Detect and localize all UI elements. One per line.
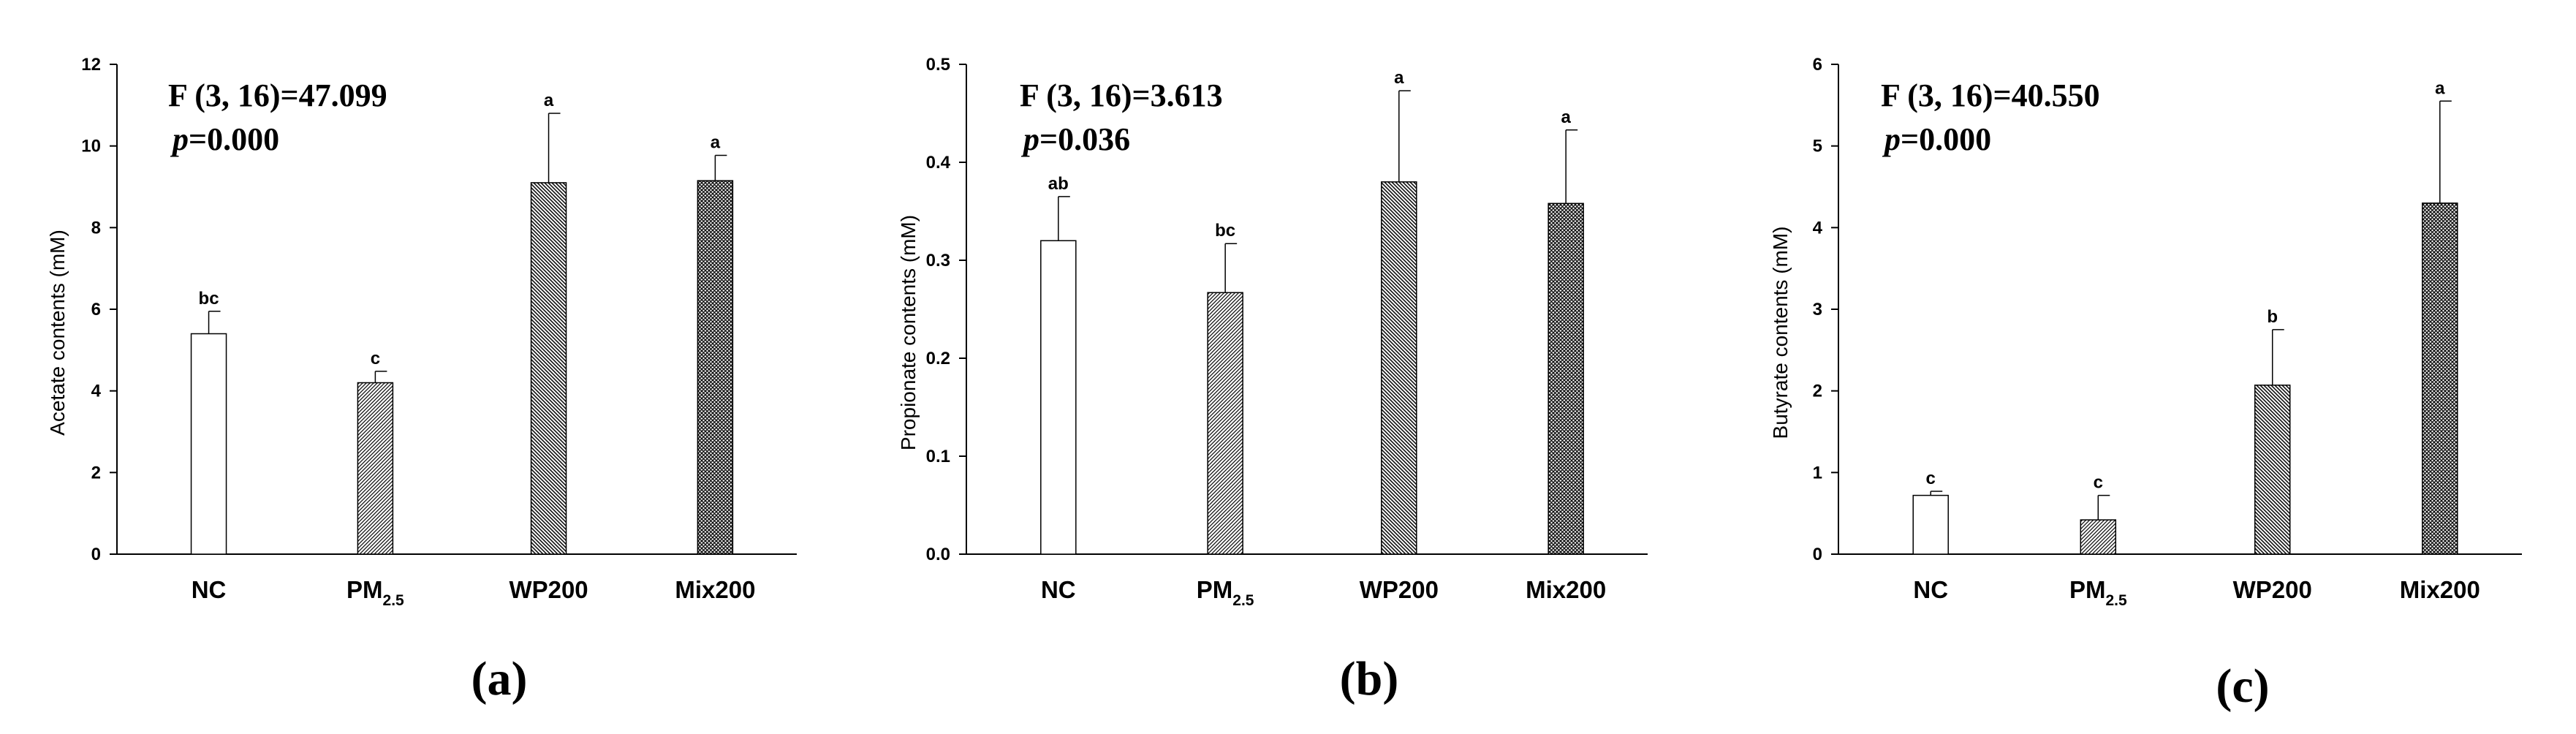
- category-label-b-1: NC: [1041, 576, 1076, 603]
- bar-chart-butyrate: 0 1 2 3 4 5 6 c NC c PM2.5 b WP200 a Mix200: [1813, 55, 2522, 609]
- p-value-b: p=0.036: [1020, 121, 1130, 157]
- panel-label-a: (a): [471, 652, 528, 705]
- y-tick-label-b: 0.1: [926, 447, 950, 466]
- y-tick-label-b: 0.4: [926, 153, 951, 173]
- y-tick-label-a: 2: [91, 463, 101, 483]
- y-tick-label-c: 1: [1813, 463, 1822, 483]
- bar-a-2: [357, 382, 394, 555]
- bar-chart-acetate: 0 2 4 6 8 10 12 bc NC c PM2.5 a WP200 a Mix200: [81, 55, 797, 609]
- y-tick-label-a: 4: [91, 382, 102, 401]
- significance-letter-b-4: a: [1561, 107, 1571, 127]
- panel-label-c: (c): [2216, 659, 2269, 713]
- panel-c: 0 1 2 3 4 5 6 c NC c PM2.5 b WP200 a Mix200 F (3, 16)=…: [1769, 55, 2522, 713]
- stat-line-c: F (3, 16)=40.550: [1881, 77, 2100, 113]
- p-value-c: p=0.000: [1882, 121, 1991, 157]
- y-tick-label-c: 3: [1813, 300, 1822, 319]
- y-tick-label-a: 8: [91, 218, 101, 238]
- p-value-a: p=0.000: [170, 121, 279, 157]
- y-tick-label-b: 0.2: [926, 349, 950, 368]
- bar-b-1: [1040, 240, 1077, 555]
- y-tick-label-a: 10: [81, 137, 101, 156]
- panel-label-b: (b): [1340, 652, 1399, 705]
- category-label-a-1: NC: [192, 576, 227, 603]
- category-label-c-4: Mix200: [2400, 576, 2480, 603]
- y-axis-label-b: Propionate contents (mM): [897, 215, 920, 450]
- bar-a-1: [190, 333, 227, 555]
- p-number-a: =0.000: [189, 121, 279, 157]
- significance-letter-a-4: a: [711, 133, 721, 153]
- category-label-c-3: WP200: [2233, 576, 2312, 603]
- stat-line-a: F (3, 16)=47.099: [168, 77, 387, 113]
- category-label-a-2: PM2.5: [346, 576, 404, 609]
- bar-c-1: [1912, 494, 1949, 555]
- bar-b-2: [1207, 292, 1243, 555]
- significance-letter-b-2: bc: [1215, 221, 1235, 241]
- p-symbol-c: p: [1882, 121, 1901, 157]
- bar-c-3: [2254, 385, 2291, 555]
- y-tick-label-a: 6: [91, 300, 101, 319]
- category-label-c-2: PM2.5: [2069, 576, 2127, 609]
- significance-letter-a-2: c: [371, 349, 380, 368]
- y-axis-label-c: Butyrate contents (mM): [1769, 227, 1792, 439]
- p-number-b: =0.036: [1039, 121, 1130, 157]
- category-label-b-2: PM2.5: [1197, 576, 1254, 609]
- y-tick-label-c: 4: [1813, 218, 1823, 238]
- significance-letter-c-1: c: [1926, 469, 1936, 488]
- bar-c-2: [2080, 519, 2117, 555]
- y-tick-label-b: 0.5: [926, 55, 950, 75]
- y-tick-label-b: 0.0: [926, 545, 950, 564]
- y-tick-label-c: 2: [1813, 382, 1822, 401]
- y-tick-label-c: 0: [1813, 545, 1822, 564]
- y-tick-label-a: 0: [91, 545, 101, 564]
- category-label-b-3: WP200: [1360, 576, 1439, 603]
- y-axis-label-a: Acetate contents (mM): [46, 230, 69, 436]
- bar-chart-propionate: 0.0 0.1 0.2 0.3 0.4 0.5 ab NC bc PM2.5 a WP200 a Mix2…: [926, 55, 1648, 609]
- significance-letter-a-3: a: [544, 91, 554, 110]
- y-tick-label-c: 6: [1813, 55, 1822, 75]
- significance-letter-a-1: bc: [199, 289, 219, 309]
- bar-b-4: [1548, 203, 1584, 555]
- category-label-a-3: WP200: [509, 576, 588, 603]
- y-tick-label-a: 12: [81, 55, 101, 75]
- category-label-a-4: Mix200: [675, 576, 755, 603]
- y-tick-label-b: 0.3: [926, 251, 950, 270]
- panel-b: 0.0 0.1 0.2 0.3 0.4 0.5 ab NC bc PM2.5 a WP200 a Mix2…: [897, 55, 1648, 705]
- significance-letter-c-2: c: [2094, 473, 2103, 493]
- category-label-b-4: Mix200: [1526, 576, 1606, 603]
- p-symbol-b: p: [1020, 121, 1039, 157]
- bar-a-3: [530, 182, 567, 555]
- significance-letter-c-4: a: [2435, 78, 2445, 98]
- significance-letter-b-1: ab: [1048, 174, 1069, 194]
- bar-c-4: [2422, 203, 2458, 555]
- significance-letter-b-3: a: [1394, 68, 1404, 88]
- bar-b-3: [1381, 181, 1417, 555]
- stat-line-b: F (3, 16)=3.613: [1020, 77, 1223, 113]
- significance-letter-c-3: b: [2267, 307, 2278, 327]
- panel-a: 0 2 4 6 8 10 12 bc NC c PM2.5 a WP200 a Mix200 F (3, 1…: [46, 55, 797, 705]
- p-symbol-a: p: [170, 121, 189, 157]
- category-label-c-1: NC: [1913, 576, 1948, 603]
- bar-a-4: [697, 180, 734, 555]
- p-number-c: =0.000: [1901, 121, 1991, 157]
- y-tick-label-c: 5: [1813, 137, 1822, 156]
